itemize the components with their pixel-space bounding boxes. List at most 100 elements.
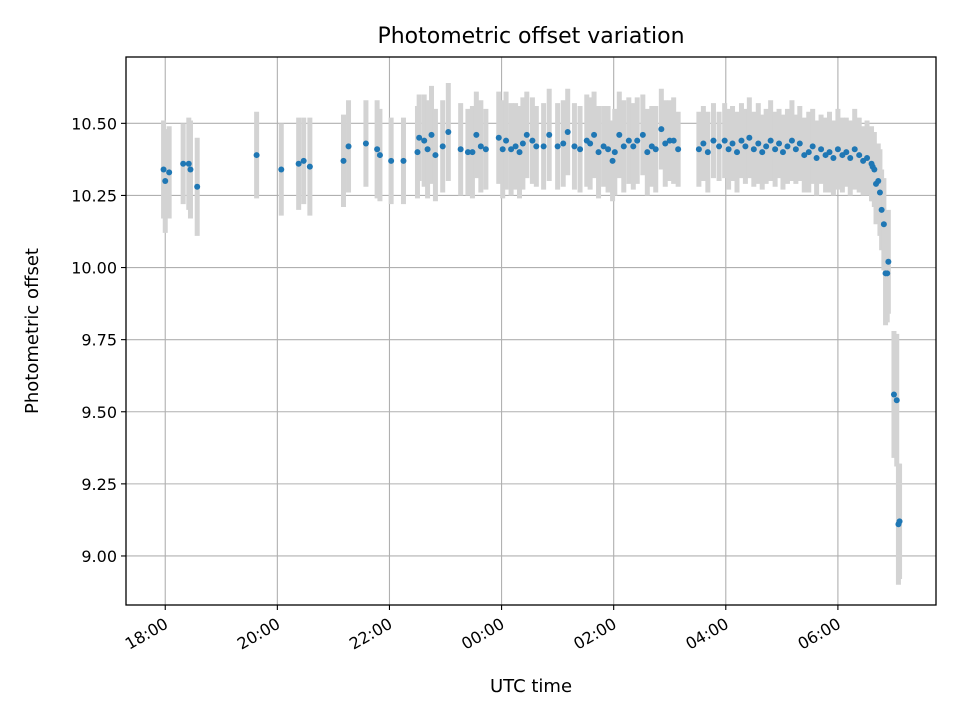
- y-tick-label: 9.25: [81, 475, 117, 494]
- data-point: [634, 137, 641, 144]
- data-point: [560, 140, 567, 147]
- x-tick-label: 20:00: [234, 614, 283, 654]
- data-point: [424, 146, 431, 153]
- data-point: [644, 149, 651, 156]
- x-tick-label: 04:00: [682, 614, 731, 654]
- data-point: [704, 149, 711, 156]
- data-point: [792, 146, 799, 153]
- data-point: [469, 149, 476, 156]
- data-point: [194, 183, 201, 190]
- data-point: [763, 143, 770, 150]
- data-point: [813, 154, 820, 161]
- data-point: [278, 166, 285, 173]
- data-point: [253, 152, 260, 159]
- data-point: [725, 146, 732, 153]
- data-point: [162, 178, 169, 185]
- data-point: [670, 137, 677, 144]
- data-point: [658, 126, 665, 133]
- data-point: [516, 149, 523, 156]
- data-point: [523, 131, 530, 138]
- y-tick-label: 9.75: [81, 331, 117, 350]
- data-point: [801, 152, 808, 159]
- data-point: [554, 143, 561, 150]
- data-point: [864, 154, 871, 161]
- data-point: [826, 149, 833, 156]
- y-axis: 9.00 9.25 9.50 9.75 10.00 10.25 10.50: [71, 114, 126, 566]
- data-point: [759, 149, 766, 156]
- data-point: [776, 140, 783, 147]
- data-point: [620, 143, 627, 150]
- data-point: [187, 166, 194, 173]
- data-point: [180, 160, 187, 167]
- data-point: [414, 149, 421, 156]
- data-point: [306, 163, 313, 170]
- data-point: [880, 221, 887, 228]
- data-point: [755, 140, 762, 147]
- data-point: [742, 143, 749, 150]
- x-axis-label: UTC time: [490, 676, 572, 697]
- data-point: [695, 146, 702, 153]
- data-point: [428, 131, 435, 138]
- data-point: [834, 146, 841, 153]
- x-tick-label: 22:00: [346, 614, 395, 654]
- data-point: [499, 146, 506, 153]
- data-point: [439, 143, 446, 150]
- data-point: [577, 146, 584, 153]
- data-point: [529, 137, 536, 144]
- data-point: [185, 160, 192, 167]
- y-axis-label: Photometric offset: [22, 248, 43, 414]
- data-point: [871, 166, 878, 173]
- data-point: [540, 143, 547, 150]
- data-point: [374, 146, 381, 153]
- data-point: [856, 152, 863, 159]
- data-point: [750, 146, 757, 153]
- data-point: [805, 149, 812, 156]
- data-point: [625, 137, 632, 144]
- data-point: [340, 157, 347, 164]
- data-point: [445, 128, 452, 135]
- data-point: [616, 131, 623, 138]
- error-bars: [161, 82, 903, 585]
- x-tick-label: 00:00: [458, 614, 507, 654]
- data-point: [432, 152, 439, 159]
- data-point: [890, 391, 897, 398]
- y-tick-label: 9.50: [81, 403, 117, 422]
- data-point: [295, 160, 302, 167]
- data-point: [884, 270, 891, 277]
- data-point: [400, 157, 407, 164]
- data-point: [875, 178, 882, 185]
- data-point: [457, 146, 464, 153]
- x-tick-label: 02:00: [570, 614, 619, 654]
- data-point: [662, 140, 669, 147]
- data-point: [716, 143, 723, 150]
- y-tick-label: 10.25: [71, 186, 117, 205]
- data-point: [630, 143, 637, 150]
- y-tick-label: 10.50: [71, 114, 117, 133]
- data-point: [729, 140, 736, 147]
- data-point: [710, 137, 717, 144]
- data-point: [896, 518, 903, 525]
- data-point: [571, 143, 578, 150]
- data-point: [600, 143, 607, 150]
- data-point: [495, 134, 502, 141]
- y-tick-label: 10.00: [71, 259, 117, 278]
- data-point: [519, 140, 526, 147]
- data-point: [464, 149, 471, 156]
- data-point: [779, 149, 786, 156]
- data-point: [784, 143, 791, 150]
- data-point: [362, 140, 369, 147]
- x-tick-label: 18:00: [122, 614, 171, 654]
- data-point: [809, 143, 816, 150]
- data-point: [416, 134, 423, 141]
- data-point: [876, 189, 883, 196]
- data-point: [421, 137, 428, 144]
- data-point: [830, 154, 837, 161]
- data-point: [587, 140, 594, 147]
- data-point: [734, 149, 741, 156]
- data-point: [512, 143, 519, 150]
- data-point: [843, 149, 850, 156]
- data-point: [652, 146, 659, 153]
- data-point: [788, 137, 795, 144]
- data-point: [772, 146, 779, 153]
- y-tick-label: 9.00: [81, 547, 117, 566]
